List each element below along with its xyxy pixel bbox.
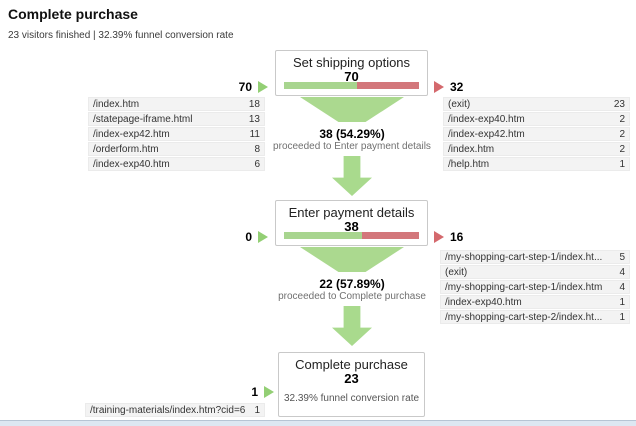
step-1-count: 70	[344, 69, 359, 84]
step-3-entrances: 1	[196, 385, 274, 399]
funnel-step-1-box: Set shipping options 70	[275, 50, 428, 96]
table-row: (exit) 23	[443, 97, 630, 111]
row-value: 11	[249, 128, 260, 140]
entrance-arrow-icon	[258, 231, 268, 243]
down-arrow-icon	[332, 306, 372, 346]
table-row: /orderform.htm 8	[88, 142, 265, 156]
entrance-arrow-icon	[264, 386, 274, 398]
exit-arrow-icon	[434, 231, 444, 243]
table-row: /help.htm 1	[443, 157, 630, 171]
transition-2-stat: 22 (57.89%)	[319, 277, 385, 291]
funnel-step-3-box: Complete purchase 23 32.39% funnel conve…	[278, 352, 425, 417]
row-label: /statepage-iframe.html	[93, 113, 193, 125]
step-2-exit-count: 16	[450, 230, 464, 244]
step-1-proceed-bar	[284, 82, 358, 89]
step-2-entrance-count: 0	[245, 230, 252, 244]
exit-arrow-icon	[434, 81, 444, 93]
row-label: (exit)	[448, 98, 471, 110]
table-row: /my-shopping-cart-step-1/index.htm 4	[440, 280, 630, 294]
row-label: /help.htm	[448, 158, 490, 170]
step-2-exit-pages-table: /my-shopping-cart-step-1/index.ht... 5 (e…	[440, 250, 630, 325]
funnel-neck-shape	[300, 247, 404, 272]
row-value: 2	[619, 113, 625, 125]
row-label: (exit)	[445, 266, 468, 278]
conversion-note: 32.39% funnel conversion rate	[283, 393, 420, 404]
step-1-exits: 32	[434, 80, 469, 94]
row-label: /training-materials/index.htm?cid=6	[90, 404, 246, 416]
step-1-exit-count: 32	[450, 80, 464, 94]
table-row: /index-exp40.htm 1	[440, 295, 630, 309]
row-label: /my-shopping-cart-step-1/index.htm	[445, 281, 603, 293]
row-value: 4	[619, 281, 625, 293]
row-value: 4	[619, 266, 625, 278]
step-3-title: Complete purchase	[295, 357, 408, 372]
step-2-title: Enter payment details	[288, 205, 415, 220]
row-label: /index-exp42.htm	[448, 128, 525, 140]
row-label: /index-exp40.htm	[445, 296, 522, 308]
row-label: /my-shopping-cart-step-1/index.ht...	[445, 251, 603, 263]
table-row: /training-materials/index.htm?cid=6 1	[85, 403, 265, 417]
transition-2-caption: proceeded to Complete purchase	[278, 291, 426, 302]
table-row: /index.htm 2	[443, 142, 630, 156]
row-value: 13	[248, 113, 260, 125]
step-2-count: 38	[344, 219, 359, 234]
down-arrow-icon	[332, 156, 372, 196]
table-row: /my-shopping-cart-step-1/index.ht... 5	[440, 250, 630, 264]
entrance-arrow-icon	[258, 81, 268, 93]
row-label: /my-shopping-cart-step-2/index.ht...	[445, 311, 603, 323]
step-1-entrance-count: 70	[238, 80, 252, 94]
row-value: 2	[619, 128, 625, 140]
step-3-count: 23	[344, 371, 359, 386]
row-value: 18	[248, 98, 260, 110]
table-row: /my-shopping-cart-step-2/index.ht... 1	[440, 310, 630, 324]
row-value: 1	[619, 311, 625, 323]
row-label: /index-exp40.htm	[448, 113, 525, 125]
step-1-exit-bar	[357, 82, 419, 89]
row-value: 1	[254, 404, 260, 416]
funnel-neck-shape	[300, 97, 404, 122]
step-1-exit-pages-table: (exit) 23 /index-exp40.htm 2 /index-exp42.…	[443, 97, 630, 172]
step-2-exit-bar	[362, 232, 419, 239]
row-label: /index-exp40.htm	[93, 158, 170, 170]
table-row: /index-exp42.htm 2	[443, 127, 630, 141]
step-1-title: Set shipping options	[292, 55, 411, 70]
row-value: 1	[619, 296, 625, 308]
step-1-entrances: 70	[190, 80, 268, 94]
step-2-progress-bar	[284, 232, 419, 239]
transition-1-caption: proceeded to Enter payment details	[273, 141, 431, 152]
step-2-entrances: 0	[190, 230, 268, 244]
step-3-entry-pages-table: /training-materials/index.htm?cid=6 1	[85, 403, 265, 418]
row-value: 8	[254, 143, 260, 155]
table-row: /index.htm 18	[88, 97, 265, 111]
table-row: /index-exp42.htm 11	[88, 127, 265, 141]
funnel-step-2-box: Enter payment details 38	[275, 200, 428, 246]
row-value: 23	[613, 98, 625, 110]
row-value: 6	[254, 158, 260, 170]
step-1-entry-pages-table: /index.htm 18 /statepage-iframe.html 13 /i…	[88, 97, 265, 172]
row-label: /index.htm	[93, 98, 140, 110]
table-row: /index-exp40.htm 2	[443, 112, 630, 126]
step-2-exits: 16	[434, 230, 469, 244]
step-2-proceed-bar	[284, 232, 363, 239]
row-value: 2	[619, 143, 625, 155]
row-label: /index.htm	[448, 143, 495, 155]
bottom-panel-edge	[0, 420, 636, 426]
funnel-summary: 23 visitors finished | 32.39% funnel con…	[8, 30, 234, 41]
row-label: /orderform.htm	[93, 143, 159, 155]
page-title: Complete purchase	[8, 6, 138, 22]
step-3-entrance-count: 1	[251, 385, 258, 399]
transition-1-stat: 38 (54.29%)	[319, 127, 385, 141]
table-row: (exit) 4	[440, 265, 630, 279]
table-row: /index-exp40.htm 6	[88, 157, 265, 171]
row-value: 1	[619, 158, 625, 170]
table-row: /statepage-iframe.html 13	[88, 112, 265, 126]
row-label: /index-exp42.htm	[93, 128, 170, 140]
row-value: 5	[619, 251, 625, 263]
step-1-progress-bar	[284, 82, 419, 89]
